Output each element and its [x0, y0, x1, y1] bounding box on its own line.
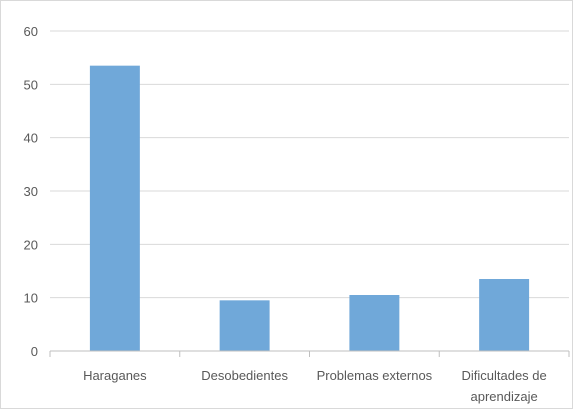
y-tick-label: 30 [24, 184, 38, 199]
y-tick-label: 10 [24, 291, 38, 306]
y-tick-label: 50 [24, 77, 38, 92]
bar [349, 295, 400, 351]
bar [89, 65, 140, 352]
y-tick-label: 20 [24, 237, 38, 252]
x-tick-label: Desobedientes [201, 368, 288, 383]
bars [89, 65, 530, 352]
x-tick-label: Haraganes [83, 368, 147, 383]
bar [219, 300, 270, 351]
x-tick-label: Problemas externos [317, 368, 433, 383]
bar [479, 279, 530, 351]
x-tick-label: aprendizaje [471, 389, 538, 404]
y-tick-label: 40 [24, 131, 38, 146]
tick-labels: 0 10 20 30 40 50 60 Haraganes Desobedientes Probl… [24, 24, 547, 404]
y-tick-label: 0 [31, 344, 38, 359]
axes [49, 350, 570, 357]
y-tick-label: 60 [24, 24, 38, 39]
x-tick-label: Dificultades de [461, 368, 546, 383]
